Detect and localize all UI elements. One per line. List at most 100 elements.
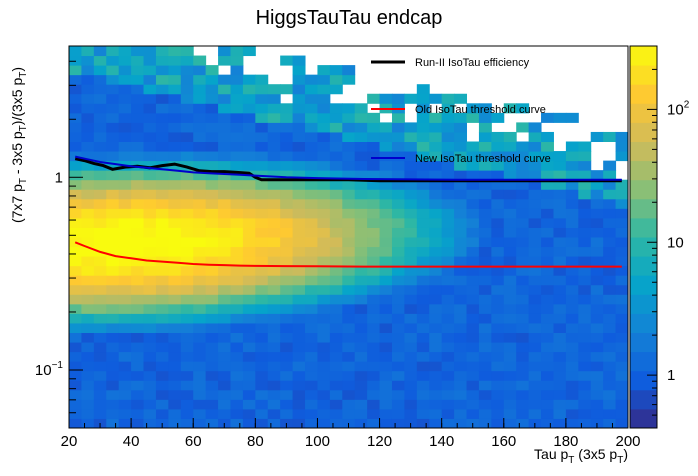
- heatmap-cell: [565, 151, 579, 162]
- heatmap-cell: [267, 170, 281, 181]
- heatmap-cell: [255, 217, 269, 228]
- heatmap-cell: [491, 198, 505, 209]
- heatmap-cell: [429, 198, 443, 209]
- heatmap-cell: [367, 217, 381, 228]
- heatmap-cell: [180, 265, 194, 276]
- heatmap-cell: [528, 275, 542, 286]
- heatmap-cell: [81, 313, 95, 324]
- heatmap-cell: [242, 246, 256, 257]
- heatmap-cell: [429, 122, 443, 133]
- heatmap-cell: [429, 179, 443, 190]
- heatmap-cell: [69, 122, 82, 133]
- heatmap-cell: [391, 389, 405, 400]
- heatmap-cell: [267, 313, 281, 324]
- heatmap-cell: [416, 256, 430, 267]
- heatmap-cell: [367, 284, 381, 295]
- heatmap-cell: [205, 160, 219, 171]
- heatmap-cell: [404, 399, 418, 410]
- heatmap-cell: [218, 74, 231, 85]
- heatmap-cell: [180, 122, 194, 133]
- heatmap-cell: [590, 208, 604, 219]
- heatmap-cell: [118, 198, 132, 209]
- heatmap-cell: [367, 141, 381, 152]
- heatmap-cell: [329, 389, 343, 400]
- heatmap-cell: [155, 389, 169, 400]
- heatmap-cell: [516, 208, 530, 219]
- heatmap-cell: [354, 246, 368, 257]
- heatmap-cell: [242, 275, 256, 286]
- heatmap-cell: [155, 122, 169, 133]
- heatmap-cell: [267, 217, 281, 228]
- heatmap-cell: [615, 313, 628, 324]
- heatmap-cell: [118, 294, 132, 305]
- heatmap-cell: [528, 408, 542, 419]
- heatmap-cell: [143, 170, 157, 181]
- heatmap-cell: [454, 160, 468, 171]
- heatmap-cell: [106, 322, 120, 333]
- heatmap-cell: [242, 418, 256, 428]
- heatmap-cell: [503, 246, 517, 257]
- heatmap-cell: [317, 322, 331, 333]
- heatmap-cell: [180, 332, 194, 343]
- heatmap-cell: [404, 303, 418, 314]
- heatmap-cell: [404, 256, 418, 267]
- heatmap-cell: [516, 399, 530, 410]
- heatmap-cell: [590, 265, 604, 276]
- heatmap-cell: [118, 361, 132, 372]
- heatmap-cell: [478, 351, 492, 362]
- heatmap-cell: [205, 370, 219, 381]
- heatmap-cell: [528, 237, 542, 248]
- heatmap-cell: [292, 332, 306, 343]
- heatmap-cell: [590, 380, 604, 391]
- heatmap-cell: [603, 389, 617, 400]
- heatmap-cell: [155, 189, 169, 200]
- heatmap-cell: [478, 370, 492, 381]
- heatmap-cell: [205, 237, 219, 248]
- heatmap-cell: [230, 198, 244, 209]
- heatmap-cell: [317, 256, 331, 267]
- heatmap-cell: [466, 399, 480, 410]
- heatmap-cell: [603, 399, 617, 410]
- heatmap-cell: [516, 122, 530, 133]
- heatmap-cell: [478, 151, 492, 162]
- heatmap-cell: [143, 189, 157, 200]
- heatmap-cell: [565, 265, 579, 276]
- heatmap-cell: [379, 122, 393, 133]
- heatmap-cell: [218, 332, 231, 343]
- heatmap-cell: [615, 294, 628, 305]
- heatmap-cell: [168, 179, 182, 190]
- heatmap-cell: [267, 389, 281, 400]
- heatmap-cell: [242, 103, 256, 114]
- heatmap-cell: [590, 131, 604, 142]
- heatmap-cell: [118, 65, 132, 76]
- heatmap-cell: [69, 256, 82, 267]
- heatmap-cell: [230, 332, 244, 343]
- heatmap-cell: [603, 265, 617, 276]
- heatmap-cell: [416, 160, 430, 171]
- heatmap-cell: [280, 284, 294, 295]
- heatmap-cell: [503, 151, 517, 162]
- heatmap-cell: [603, 418, 617, 428]
- heatmap-cell: [454, 227, 468, 238]
- heatmap-cell: [267, 112, 281, 123]
- heatmap-cell: [280, 208, 294, 219]
- heatmap-cell: [342, 351, 356, 362]
- heatmap-cell: [305, 122, 318, 133]
- heatmap-cell: [317, 265, 331, 276]
- heatmap-cell: [255, 84, 269, 95]
- heatmap-cell: [404, 189, 418, 200]
- heatmap-cell: [218, 370, 231, 381]
- heatmap-cell: [404, 275, 418, 286]
- heatmap-cell: [404, 351, 418, 362]
- heatmap-cell: [329, 170, 343, 181]
- heatmap-cell: [379, 170, 393, 181]
- heatmap-cell: [168, 227, 182, 238]
- heatmap-cell: [367, 399, 381, 410]
- heatmap-cell: [416, 322, 430, 333]
- heatmap-cell: [329, 265, 343, 276]
- heatmap-cell: [255, 227, 269, 238]
- heatmap-cell: [590, 342, 604, 353]
- heatmap-cell: [168, 246, 182, 257]
- heatmap-cell: [143, 112, 157, 123]
